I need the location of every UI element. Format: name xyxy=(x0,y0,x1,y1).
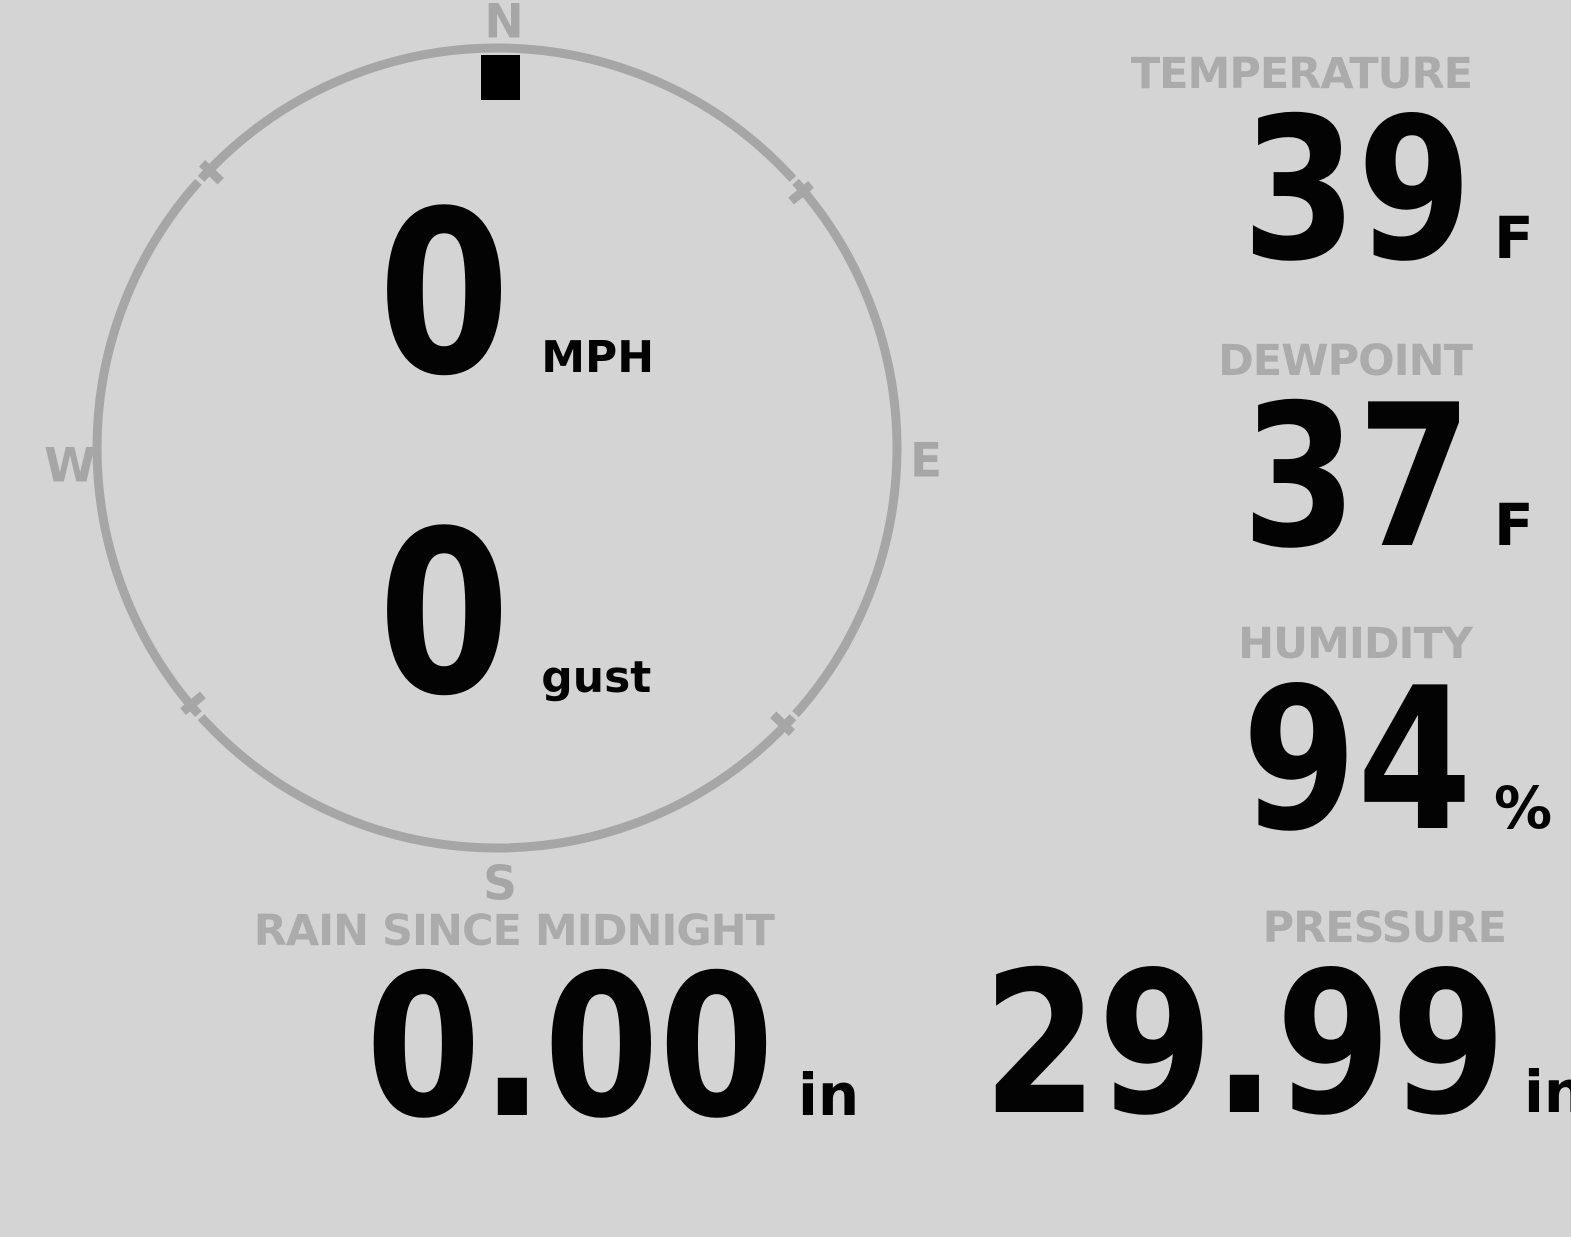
wind-gust-value: 0 xyxy=(378,483,511,746)
humidity-unit: % xyxy=(1494,774,1553,842)
humidity-value: 94 xyxy=(1241,646,1472,875)
compass-tick-se xyxy=(770,711,796,737)
compass-ticks xyxy=(180,159,814,737)
dewpoint-value: 37 xyxy=(1241,363,1472,592)
rain-readout: RAIN SINCE MIDNIGHT 0.00 in xyxy=(253,906,860,1190)
wind-speed-value: 0 xyxy=(378,163,511,426)
cardinal-east-label: E xyxy=(909,433,943,489)
temperature-unit: F xyxy=(1494,204,1534,272)
cardinal-north-label: N xyxy=(484,0,524,50)
dewpoint-readout: DEWPOINT 37 F xyxy=(1198,340,1550,620)
wind-gust-readout: 0 gust xyxy=(378,502,651,728)
pressure-value: 29.99 xyxy=(982,930,1506,1159)
pressure-readout: PRESSURE 29.99 in xyxy=(883,903,1571,1187)
rain-unit: in xyxy=(798,1061,860,1129)
cardinal-south-label: S xyxy=(483,856,517,912)
wind-direction-marker-icon xyxy=(481,55,520,100)
compass-ring xyxy=(92,43,902,853)
wind-speed-readout: 0 MPH xyxy=(378,182,654,408)
humidity-label: HUMIDITY xyxy=(1238,619,1473,669)
rain-value: 0.00 xyxy=(365,933,774,1162)
compass-tick-sw xyxy=(180,691,206,716)
compass-tick-ne xyxy=(788,180,814,205)
pressure-label: PRESSURE xyxy=(1262,903,1507,953)
wind-compass-gauge xyxy=(92,43,902,853)
dewpoint-unit: F xyxy=(1494,491,1534,559)
humidity-readout: HUMIDITY 94 % xyxy=(1198,619,1553,903)
temperature-readout: TEMPERATURE 39 F xyxy=(1131,53,1550,333)
cardinal-west-label: W xyxy=(44,438,96,494)
rain-label: RAIN SINCE MIDNIGHT xyxy=(253,906,775,956)
dewpoint-label: DEWPOINT xyxy=(1218,336,1473,386)
compass-tick-nw xyxy=(198,159,224,185)
wind-gust-unit: gust xyxy=(541,652,652,703)
pressure-unit: in xyxy=(1524,1058,1571,1126)
temperature-label: TEMPERATURE xyxy=(1130,49,1473,99)
wind-speed-unit: MPH xyxy=(541,332,655,383)
temperature-value: 39 xyxy=(1241,76,1472,305)
